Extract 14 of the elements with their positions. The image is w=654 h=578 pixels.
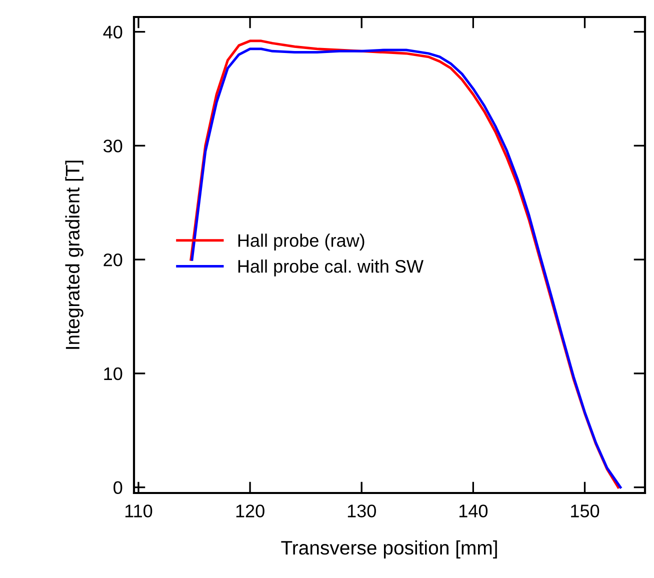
x-tick-label: 150 <box>571 504 600 518</box>
legend-label: Hall probe (raw) <box>238 234 364 250</box>
y-tick-label: 20 <box>104 253 122 266</box>
x-tick-label: 110 <box>125 504 152 518</box>
y-tick-label: 10 <box>104 367 122 380</box>
x-tick-label: 140 <box>459 504 488 518</box>
y-tick-label: 30 <box>103 140 122 152</box>
x-tick-label: 120 <box>236 504 264 518</box>
x-axis-title: Transverse position [mm] <box>281 540 497 559</box>
x-tick-label: 130 <box>348 504 376 518</box>
y-tick-label: 0 <box>114 481 122 494</box>
y-axis-title: Integrated gradient [T] <box>65 160 84 349</box>
y-tick-label: 40 <box>103 26 122 39</box>
legend-label: Hall probe cal. with SW <box>238 260 424 276</box>
